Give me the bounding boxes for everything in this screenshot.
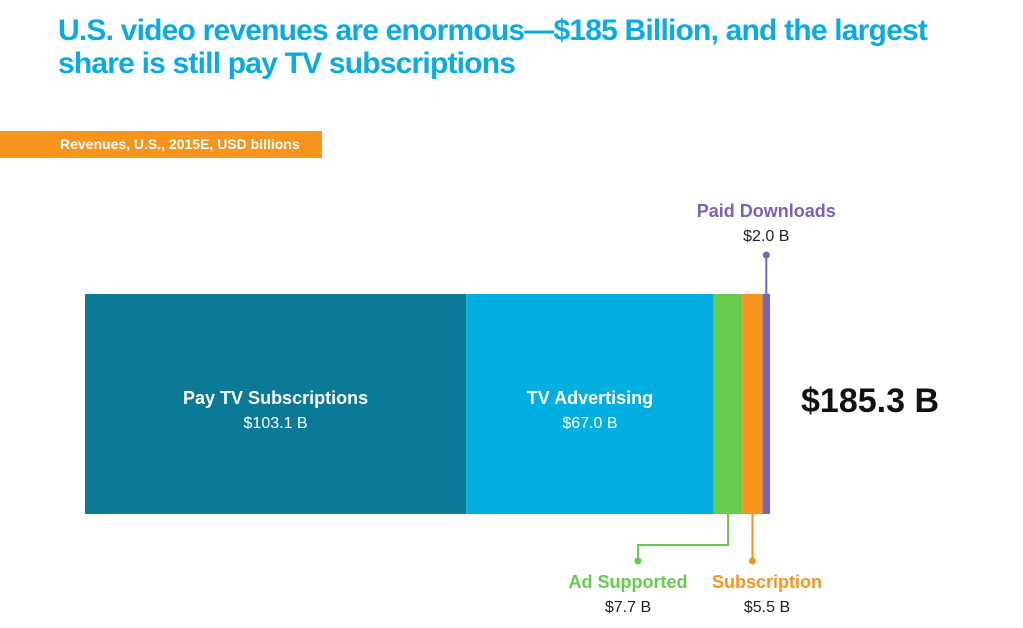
segment-value-ad-supported: $7.7 B (605, 599, 651, 616)
segment-value-pay-tv-subscriptions: $103.1 B (244, 415, 308, 432)
bar-segment-subscription (742, 294, 763, 514)
bar-segment-ad-supported (713, 294, 743, 514)
segment-value-subscription: $5.5 B (744, 599, 790, 616)
segment-label-subscription: Subscription (712, 572, 822, 592)
segment-value-paid-downloads: $2.0 B (743, 228, 789, 245)
chart-subtitle-banner: Revenues, U.S., 2015E, USD billions (0, 131, 322, 158)
segment-value-tv-advertising: $67.0 B (562, 415, 617, 432)
bar-segment-paid-downloads (762, 294, 770, 514)
segment-label-ad-supported: Ad Supported (569, 572, 688, 592)
total-label: $185.3 B (801, 382, 939, 420)
leader-dot-ad-supported (634, 557, 642, 565)
leader-line-ad-supported (637, 514, 730, 561)
chart-title: U.S. video revenues are enormous—$185 Bi… (58, 14, 928, 80)
leader-dot-paid-downloads (762, 251, 770, 259)
segment-label-paid-downloads: Paid Downloads (697, 201, 836, 221)
leader-dot-subscription (748, 557, 756, 565)
segment-label-pay-tv-subscriptions: Pay TV Subscriptions (183, 388, 368, 408)
segment-label-tv-advertising: TV Advertising (527, 388, 653, 408)
bar-segment-tv-advertising (466, 294, 714, 514)
bar-segment-pay-tv-subscriptions (85, 294, 467, 514)
